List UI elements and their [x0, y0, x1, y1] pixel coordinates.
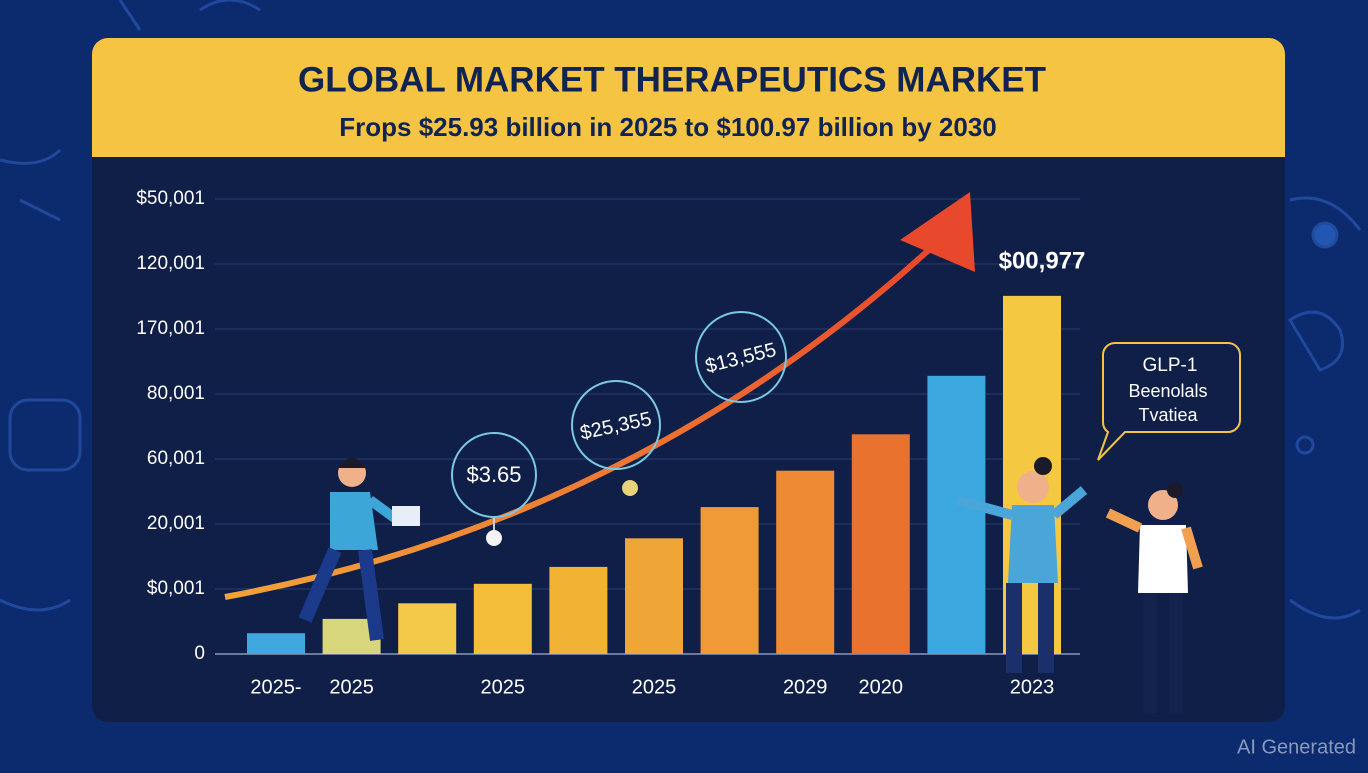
person-middle	[955, 457, 1088, 673]
annotation-circle	[451, 432, 537, 518]
panel	[92, 38, 1285, 722]
bar	[247, 633, 305, 654]
trend-arrowhead	[900, 192, 975, 272]
bar	[549, 566, 608, 654]
y-tick-label: 60,001	[147, 448, 205, 469]
watermark: AI Generated	[1237, 736, 1356, 758]
x-tick-label: 2020	[859, 676, 904, 698]
person-left	[298, 458, 420, 641]
y-tick-label: 170,001	[136, 318, 205, 339]
person-right	[1105, 482, 1203, 713]
x-tick-label: 2029	[783, 676, 828, 698]
y-tick-label: $50,001	[136, 188, 205, 209]
chart-title: GLOBAL MARKET THERAPEUTICS MARKET	[298, 60, 1046, 99]
bar	[473, 583, 532, 654]
y-tick-label: 80,001	[147, 383, 205, 404]
annotation: $3.65	[466, 462, 521, 487]
y-tick-label: 20,001	[147, 513, 205, 534]
x-tick-label: 2023	[1010, 676, 1055, 698]
annotation-circle	[695, 311, 787, 403]
callout-text: GLP-1	[1143, 355, 1198, 376]
callout-text: Tvatiea	[1138, 405, 1198, 425]
bar	[398, 603, 457, 654]
header-band	[92, 38, 1285, 157]
bar	[927, 375, 986, 654]
chart-subtitle: Frops $25.93 billion in 2025 to $100.97 …	[339, 112, 997, 142]
annotation: $00,977	[999, 247, 1086, 274]
callout-bubble	[1097, 342, 1241, 461]
y-tick-label: $0,001	[147, 578, 205, 599]
bar	[776, 470, 835, 654]
x-tick-label: 2025	[329, 676, 374, 698]
curve-dot	[486, 530, 502, 546]
bar	[625, 538, 683, 654]
bar	[700, 507, 759, 654]
annotation-circle	[571, 380, 661, 470]
plot-area: 0 $0,001 20,001 60,001 80,001 170,001 120,001 $…	[136, 188, 1080, 698]
y-tick-label: 0	[194, 643, 205, 664]
x-tick-label: 2025	[632, 676, 677, 698]
bar	[851, 434, 910, 654]
y-tick-label: 120,001	[136, 253, 205, 274]
background-doodles	[0, 0, 1362, 620]
x-tick-label: 2025	[481, 676, 526, 698]
callout-text: Beenolals	[1128, 381, 1207, 401]
x-tick-label: 2025-	[250, 676, 301, 698]
curve-dot	[622, 480, 638, 496]
